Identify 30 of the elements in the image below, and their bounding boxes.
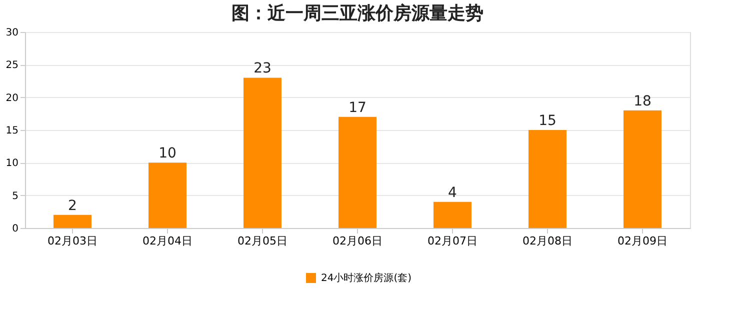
data-label: 15 [538, 113, 556, 129]
x-tick-label: 02月09日 [618, 234, 668, 248]
y-tick-label: 20 [6, 92, 18, 104]
data-label: 10 [158, 146, 176, 162]
bar [338, 116, 376, 228]
data-label: 23 [254, 60, 272, 77]
data-label: 4 [448, 184, 458, 201]
data-label: 17 [348, 100, 366, 116]
y-tick-label: 10 [6, 158, 18, 170]
bar [54, 214, 92, 228]
bar [624, 110, 662, 228]
x-tick-label: 02月03日 [48, 234, 98, 248]
x-tick-label: 02月08日 [522, 234, 572, 248]
bar [434, 202, 472, 228]
data-label: 18 [634, 93, 652, 110]
chart-title: 图：近一周三亚涨价房源量走势 [232, 3, 484, 24]
x-tick-label: 02月05日 [238, 234, 288, 248]
y-tick-label: 30 [6, 28, 18, 38]
bar [528, 130, 566, 228]
data-label: 2 [68, 198, 77, 214]
x-tick-label: 02月07日 [428, 234, 478, 248]
bar [148, 162, 186, 228]
x-tick-label: 02月06日 [332, 234, 382, 248]
legend-label: 24小时涨价房源(套) [321, 272, 412, 284]
x-tick-label: 02月04日 [142, 234, 192, 248]
y-tick-label: 0 [12, 224, 18, 234]
y-tick-label: 5 [12, 190, 18, 202]
y-tick-label: 25 [6, 60, 18, 72]
y-tick-label: 15 [6, 126, 18, 136]
bar [244, 78, 282, 228]
